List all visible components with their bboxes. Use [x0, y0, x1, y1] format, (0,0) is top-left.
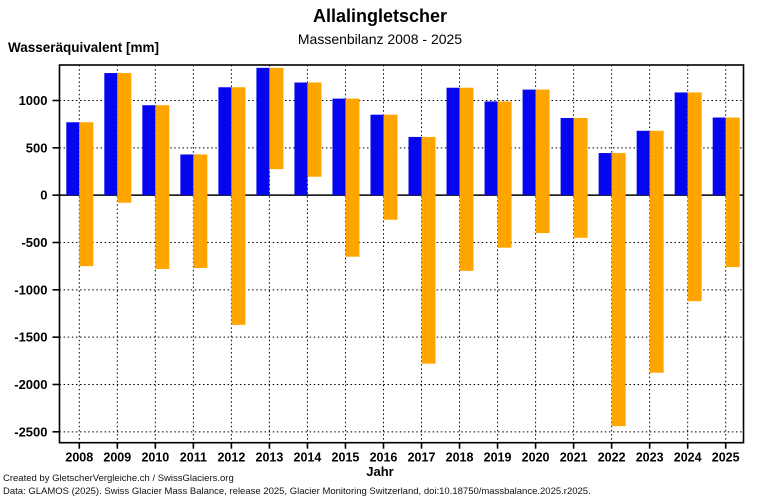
footer-data-source: Data: GLAMOS (2025). Swiss Glacier Mass …: [3, 486, 591, 497]
x-tick-label: 2015: [332, 451, 360, 465]
chart-title: Allalingletscher: [312, 6, 448, 26]
plot-border: [58, 64, 745, 444]
bar-blue-2009: [104, 73, 118, 196]
y-tick-label: -2500: [14, 424, 47, 439]
x-tick-label: 2009: [103, 451, 131, 465]
bar-orange-2008: [79, 122, 94, 267]
bar-blue-2010: [142, 105, 156, 196]
footer-created-by: Created by GletscherVergleiche.ch / Swis…: [3, 473, 234, 484]
bar-blue-2012: [218, 87, 232, 196]
y-tick-label: 0: [40, 188, 47, 203]
bar-orange-2010: [155, 105, 170, 269]
bar-blue-2014: [294, 82, 308, 196]
bar-blue-2024: [674, 92, 688, 196]
x-tick-label: 2022: [598, 451, 626, 465]
bar-orange-2025: [725, 117, 740, 268]
bar-orange-2018: [459, 87, 474, 271]
y-tick-label: 500: [26, 140, 48, 155]
x-tick-label: 2008: [65, 451, 93, 465]
bar-orange-2017: [421, 136, 436, 364]
footer-credits: Created by GletscherVergleiche.ch / Swis…: [3, 472, 757, 498]
bar-orange-2011: [193, 154, 208, 269]
bar-blue-2022: [598, 153, 612, 196]
x-tick-label: 2018: [446, 451, 474, 465]
x-tick-label: 2024: [674, 451, 702, 465]
x-tick-label: 2025: [712, 451, 740, 465]
y-tick-label: -1500: [14, 330, 47, 345]
bar-orange-2016: [383, 114, 398, 220]
x-tick-label: 2017: [408, 451, 436, 465]
bar-blue-2013: [256, 67, 270, 196]
y-tick-label: -2000: [14, 377, 47, 392]
bar-blue-2018: [446, 87, 460, 196]
x-tick-label: 2014: [294, 451, 322, 465]
chart-subtitle: Massenbilanz 2008 - 2025: [297, 31, 463, 47]
bar-blue-2008: [66, 122, 80, 196]
y-tick-label: -1000: [14, 282, 47, 297]
bar-orange-2009: [117, 73, 132, 203]
bar-blue-2011: [180, 154, 194, 196]
bar-blue-2016: [370, 114, 384, 196]
bar-orange-2012: [231, 87, 246, 325]
x-tick-label: 2020: [522, 451, 550, 465]
y-axis-title: Wasseräquivalent [mm]: [8, 40, 160, 55]
x-tick-label: 2011: [180, 451, 207, 465]
bar-orange-2021: [573, 118, 588, 238]
bar-orange-2022: [611, 153, 626, 427]
x-tick-label: 2023: [636, 451, 664, 465]
bar-blue-2019: [484, 101, 498, 196]
bar-orange-2020: [535, 89, 550, 234]
x-tick-label: 2010: [141, 451, 169, 465]
x-tick-label: 2016: [370, 451, 398, 465]
bar-blue-2021: [560, 118, 574, 196]
x-tick-label: 2012: [217, 451, 245, 465]
bar-orange-2014: [307, 82, 322, 177]
bar-orange-2023: [649, 130, 664, 373]
y-tick-label: -500: [21, 235, 47, 250]
bar-orange-2013: [269, 67, 284, 170]
bar-blue-2015: [332, 98, 346, 196]
bar-blue-2017: [408, 136, 422, 196]
y-tick-label: 1000: [19, 93, 48, 108]
x-tick-label: 2019: [484, 451, 512, 465]
x-axis-title: Jahr: [366, 464, 394, 479]
bar-orange-2019: [497, 101, 512, 248]
x-tick-label: 2021: [560, 451, 588, 465]
bar-orange-2015: [345, 98, 360, 257]
bar-blue-2023: [636, 130, 650, 196]
bar-orange-2024: [687, 92, 702, 302]
bar-blue-2025: [712, 117, 726, 196]
x-tick-label: 2013: [256, 451, 284, 465]
bar-blue-2020: [522, 89, 536, 196]
